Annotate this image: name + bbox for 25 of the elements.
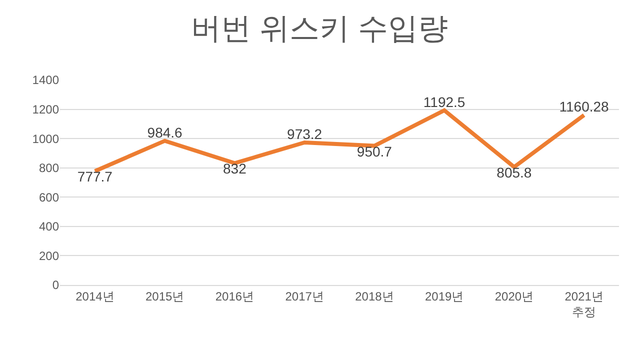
x-tick-label: 2019년 bbox=[424, 289, 464, 304]
y-tick-label: 0 bbox=[52, 278, 60, 292]
x-tick-label: 2014년 bbox=[76, 289, 114, 304]
x-tick-label: 2016년 bbox=[215, 289, 254, 304]
y-tick-label: 1400 bbox=[32, 73, 60, 88]
y-tick-label: 600 bbox=[38, 190, 60, 204]
data-label: 984.6 bbox=[147, 124, 183, 140]
y-tick-label: 1200 bbox=[32, 102, 60, 116]
chart-title: 버번 위스키 수입량 bbox=[191, 12, 448, 46]
x-tick-label: 2017년 bbox=[285, 289, 324, 304]
x-tick-label: 2021년 추정 bbox=[564, 289, 604, 319]
y-tick-label: 1000 bbox=[32, 132, 60, 146]
x-tick-label: 2018년 bbox=[355, 289, 394, 304]
data-label: 1192.5 bbox=[423, 94, 466, 110]
data-label: 832 bbox=[223, 160, 247, 177]
x-tick-label: 2020년 bbox=[494, 289, 534, 304]
data-label: 973.2 bbox=[287, 126, 322, 142]
data-label: 777.7 bbox=[77, 168, 113, 185]
x-tick-label: 2015년 bbox=[145, 289, 184, 304]
y-tick-label: 400 bbox=[38, 220, 60, 234]
data-label: 950.7 bbox=[356, 143, 392, 160]
data-label: 1160.28 bbox=[559, 98, 610, 115]
data-label: 805.8 bbox=[496, 164, 532, 181]
y-tick-label: 800 bbox=[38, 161, 60, 176]
y-tick-label: 200 bbox=[38, 248, 60, 263]
